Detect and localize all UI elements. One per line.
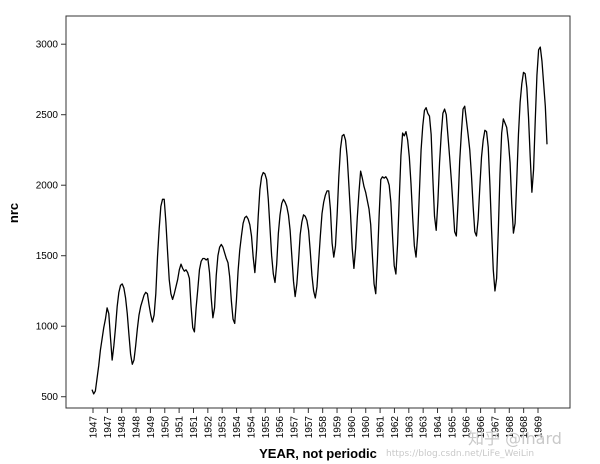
x-tick-label: 1966 [462, 416, 473, 439]
x-tick-label: 1947 [89, 416, 100, 439]
x-tick-label: 1964 [433, 416, 444, 439]
y-tick-label: 1500 [36, 251, 59, 262]
x-tick-label: 1952 [203, 416, 214, 439]
plot-frame [65, 15, 571, 409]
x-tick-label: 1963 [419, 416, 430, 439]
x-tick-label: 1953 [218, 416, 229, 439]
x-tick-label: 1961 [376, 416, 387, 439]
x-tick-label: 1957 [289, 416, 300, 439]
x-tick-label: 1947 [103, 416, 114, 439]
x-tick-label: 1951 [175, 416, 186, 439]
x-tick-label: 1950 [160, 416, 171, 439]
y-tick-label: 500 [41, 392, 58, 403]
y-tick-label: 2000 [36, 181, 59, 192]
y-tick-label: 2500 [36, 110, 59, 121]
x-tick-label: 1960 [361, 416, 372, 439]
x-tick-label: 1948 [117, 416, 128, 439]
y-tick-label: 1000 [36, 322, 59, 333]
x-tick-label: 1959 [333, 416, 344, 439]
series-line-nrc [91, 46, 548, 395]
y-axis: 500 1000 1500 2000 2500 3000 [36, 40, 66, 403]
x-tick-label: 1957 [304, 416, 315, 439]
x-axis-title: YEAR, not periodic [259, 446, 377, 461]
x-tick-label: 1962 [390, 416, 401, 439]
y-tick-label: 3000 [36, 40, 59, 51]
x-tick-label: 1949 [146, 416, 157, 439]
x-tick-label: 1968 [505, 416, 516, 439]
y-axis-title: nrc [6, 203, 21, 223]
x-tick-label: 1951 [189, 416, 200, 439]
x-tick-label: 1966 [476, 416, 487, 439]
x-tick-label: 1967 [490, 416, 501, 439]
x-tick-label: 1969 [534, 416, 545, 439]
x-tick-label: 1963 [404, 416, 415, 439]
x-tick-label: 1968 [519, 416, 530, 439]
x-tick-label: 1948 [132, 416, 143, 439]
watermark-brand: 知乎 @lhard [468, 429, 562, 448]
x-tick-label: 1954 [232, 416, 243, 439]
x-tick-label: 1965 [447, 416, 458, 439]
x-tick-label: 1954 [246, 416, 257, 439]
x-tick-label: 1956 [275, 416, 286, 439]
x-axis: 1947 1947 1948 1948 1949 1950 1951 1951 1952 1953… [89, 408, 545, 438]
x-tick-label: 1960 [347, 416, 358, 439]
x-tick-label: 1955 [261, 416, 272, 439]
watermark-url: https://blog.csdn.net/LiFe_WeiLin [386, 449, 535, 459]
x-tick-label: 1958 [318, 416, 329, 439]
